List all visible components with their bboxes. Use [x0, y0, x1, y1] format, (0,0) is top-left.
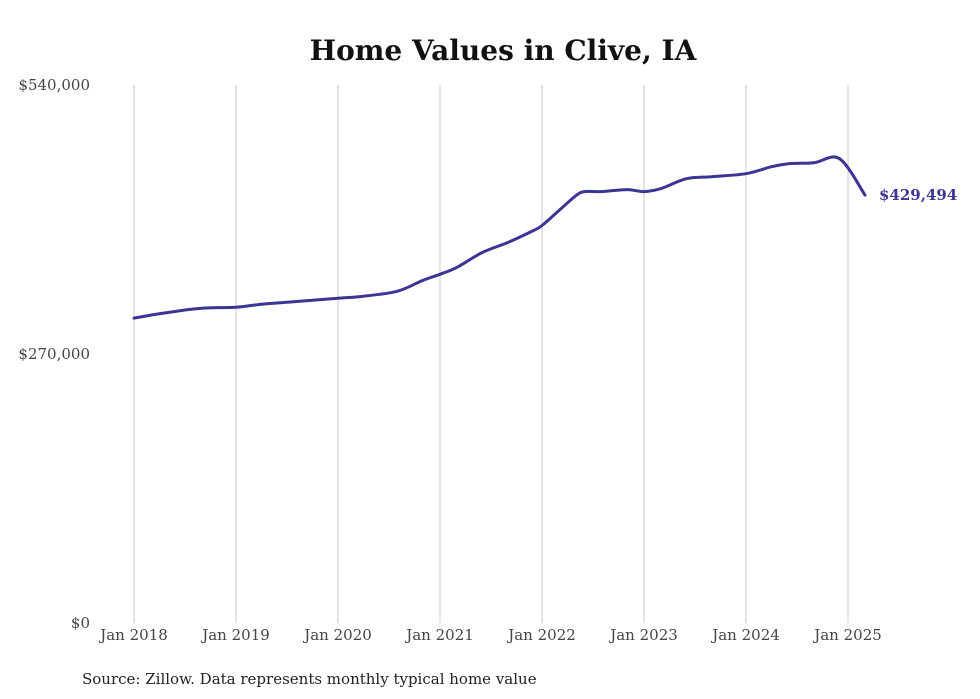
- series-layer: $429,494: [132, 155, 957, 320]
- y-tick-label: $540,000: [18, 76, 90, 94]
- gridlines: [133, 85, 849, 623]
- x-tick-label: Jan 2022: [506, 626, 576, 644]
- x-tick-label: Jan 2021: [404, 626, 474, 644]
- chart-title: Home Values in Clive, IA: [310, 34, 698, 67]
- series-line: [132, 155, 867, 320]
- x-tick-label: Jan 2023: [608, 626, 678, 644]
- x-tick-label: Jan 2019: [200, 626, 270, 644]
- y-tick-label: $0: [71, 614, 90, 632]
- x-axis-ticks: Jan 2018 Jan 2019 Jan 2020 Jan 2021 Jan 2022…: [98, 626, 882, 644]
- y-tick-label: $270,000: [18, 345, 90, 363]
- x-tick-label: Jan 2025: [812, 626, 882, 644]
- x-tick-label: Jan 2024: [710, 626, 780, 644]
- end-value-label: $429,494: [879, 186, 957, 204]
- x-tick-label: Jan 2020: [302, 626, 372, 644]
- y-axis-ticks: $0 $270,000 $540,000: [18, 76, 90, 632]
- source-note: Source: Zillow. Data represents monthly …: [82, 670, 537, 688]
- x-tick-label: Jan 2018: [98, 626, 168, 644]
